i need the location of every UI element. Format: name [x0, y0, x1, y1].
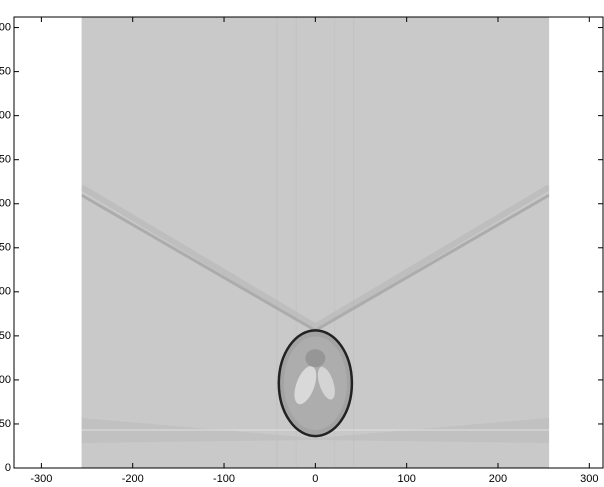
phantom-spot	[305, 349, 326, 368]
y-tick-label: 250	[0, 242, 11, 254]
y-tick-label: 300	[0, 198, 11, 210]
axes-box	[13, 16, 604, 469]
y-tick-label: 50	[0, 418, 11, 430]
x-tick-label: -300	[30, 473, 52, 485]
y-tick-label: 450	[0, 66, 11, 78]
y-tick-label: 400	[0, 110, 11, 122]
x-tick-label: 200	[489, 473, 507, 485]
x-tick-label: -200	[122, 473, 144, 485]
streak	[81, 418, 550, 443]
x-tick-label: 100	[397, 473, 415, 485]
phantom-lobe	[294, 366, 317, 405]
phantom-lobe	[317, 366, 335, 400]
streak	[81, 184, 550, 330]
y-tick-label: 200	[0, 286, 11, 298]
phantom-inner	[283, 336, 347, 431]
x-tick-label: -100	[213, 473, 235, 485]
y-tick-label: 350	[0, 154, 11, 166]
image-content	[81, 17, 550, 468]
y-tick-label: 0	[5, 462, 11, 474]
x-tick-label: 0	[312, 473, 318, 485]
x-tick-label: 300	[580, 473, 598, 485]
y-tick-label: 500	[0, 21, 11, 33]
y-tick-label: 150	[0, 330, 11, 342]
y-tick-label: 100	[0, 374, 11, 386]
